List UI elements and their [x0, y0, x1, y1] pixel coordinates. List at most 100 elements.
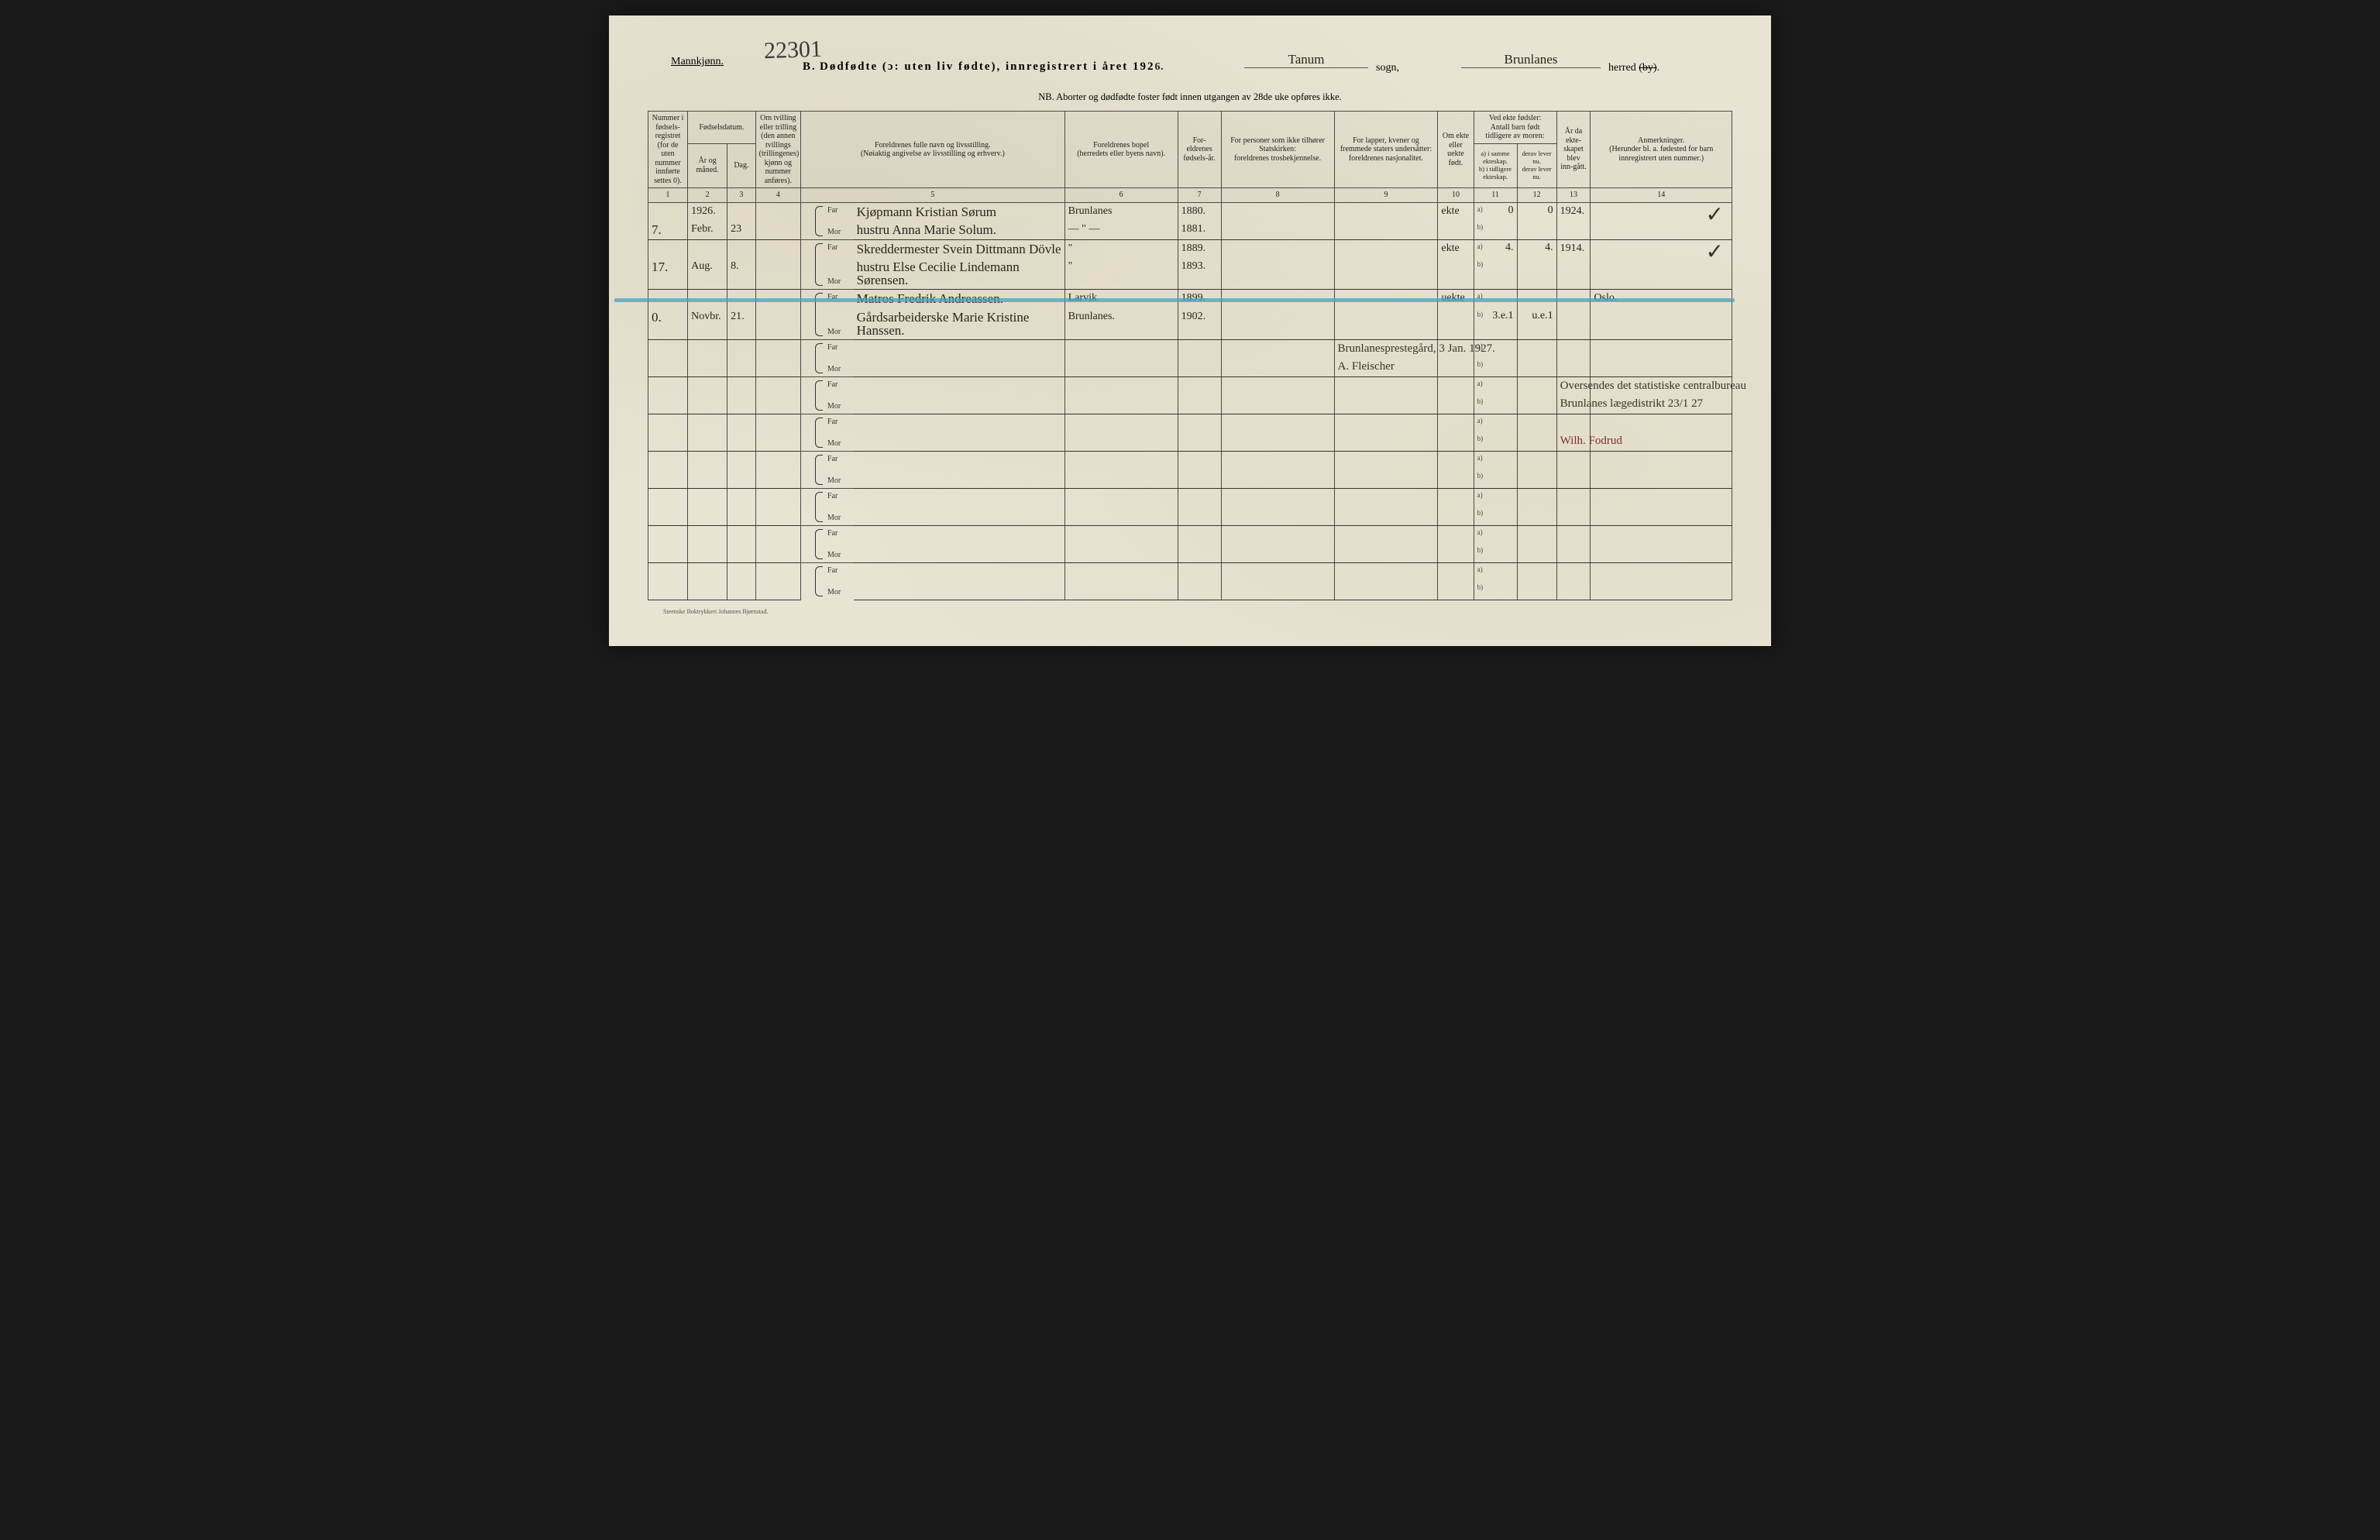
colnum-8: 8 — [1221, 188, 1334, 203]
register-page: Mannkjønn. 22301 B. Dødfødte (ɔ: uten li… — [609, 15, 1771, 646]
father-birthyear: 1880. — [1181, 205, 1206, 217]
marriage-year: 1914. — [1560, 242, 1585, 254]
strike-line — [614, 298, 1735, 302]
far-label: Far — [827, 206, 837, 215]
entry-row-far: Far Mora) — [648, 525, 1732, 544]
entry-row-far: Far Mora) — [648, 488, 1732, 507]
day: 23 — [731, 223, 741, 235]
colnum-11: 11 — [1474, 188, 1517, 203]
col-5-header: Foreldrenes fulle navn og livsstilling. … — [801, 112, 1065, 188]
herred-suffix: . — [1657, 62, 1660, 74]
residence-far: " — [1068, 242, 1073, 254]
col-6-header: Foreldrenes bopel (herredets eller byens… — [1064, 112, 1178, 188]
residence-mor: " — [1068, 260, 1073, 272]
mor-label: Mor — [827, 514, 841, 522]
entry-row-far: Far Mora) — [648, 414, 1732, 432]
register-table: Nummer i fødsels-registret (for de uten … — [648, 111, 1732, 600]
mother-birthyear: 1893. — [1181, 260, 1206, 272]
colnum-2: 2 — [688, 188, 727, 203]
marriage-year: 1924. — [1560, 205, 1585, 217]
c12b: u.e.1 — [1532, 310, 1553, 322]
page-header: Mannkjønn. 22301 B. Dødfødte (ɔ: uten li… — [648, 39, 1732, 85]
entry-row-far: Far Mora)Oversendes det statistiske cent… — [648, 376, 1732, 395]
col-11-header: a) i samme ekteskap. b) i tidligere ekte… — [1474, 143, 1517, 188]
entry-row-far: Far Mora) — [648, 451, 1732, 469]
colnum-3: 3 — [727, 188, 755, 203]
c12a: 0 — [1548, 205, 1553, 217]
colnum-10: 10 — [1438, 188, 1474, 203]
year: 1926. — [691, 205, 716, 217]
colnum-14: 14 — [1591, 188, 1732, 203]
mor-label: Mor — [827, 402, 841, 411]
entry-number: 0. — [652, 310, 662, 325]
mother-birthyear: 1902. — [1181, 311, 1206, 322]
far-label: Far — [827, 529, 837, 538]
residence-far: Brunlanes — [1068, 205, 1113, 217]
title-main: Dødfødte (ɔ: uten liv fødte), innregistr… — [820, 60, 1155, 73]
day: 21. — [731, 311, 745, 322]
colnum-5: 5 — [801, 188, 1065, 203]
col-9-header: For lapper, kvener og fremmede staters u… — [1334, 112, 1438, 188]
col-14-header: Anmerkninger. (Herunder bl. a. fødested … — [1591, 112, 1732, 188]
col-10-header: Om ekte eller uekte født. — [1438, 112, 1474, 188]
father-name: Kjøpmann Kristian Sørum — [857, 205, 996, 219]
far-label: Far — [827, 418, 837, 426]
legitimacy: ekte — [1441, 205, 1459, 217]
mor-label: Mor — [827, 551, 841, 559]
table-header: Nummer i fødsels-registret (for de uten … — [648, 112, 1732, 203]
entry-row-far: Far MorSkreddermester Svein Dittmann Döv… — [648, 239, 1732, 258]
far-label: Far — [827, 243, 837, 252]
c11a: 0 — [1508, 205, 1514, 217]
far-label: Far — [827, 455, 837, 463]
mother-name: Gårdsarbeiderske Marie Kristine Hanssen. — [857, 310, 1030, 338]
brace-icon — [815, 418, 823, 448]
brace-icon — [815, 343, 823, 373]
mor-label: Mor — [827, 588, 841, 596]
legitimacy: ekte — [1441, 242, 1459, 254]
far-label: Far — [827, 380, 837, 389]
month: Novbr. — [691, 311, 721, 322]
sogn-label: sogn, — [1376, 62, 1399, 74]
section-letter: B. — [803, 60, 817, 73]
far-label: Far — [827, 492, 837, 500]
c11b: 3.e.1 — [1492, 310, 1513, 322]
herred-value: Brunlanes — [1461, 53, 1601, 68]
mor-label: Mor — [827, 439, 841, 448]
far-label: Far — [827, 566, 837, 575]
herred-struck: (by) — [1639, 62, 1656, 74]
month: Febr. — [691, 223, 713, 235]
sogn-value: Tanum — [1244, 53, 1368, 68]
colnum-6: 6 — [1064, 188, 1178, 203]
residence-mor: Brunlanes. — [1068, 311, 1115, 322]
form-title: B. Dødfødte (ɔ: uten liv fødte), innregi… — [803, 60, 1164, 74]
col-3-header: Dag. — [727, 143, 755, 188]
entry-row-far: Far Mora) — [648, 562, 1732, 581]
table-body: 1926. Far Mor Kjøpmann Kristian Sørum Brun… — [648, 202, 1732, 600]
colnum-12: 12 — [1517, 188, 1556, 203]
col-11-12-top: Ved ekte fødsler: Antall barn født tidli… — [1474, 112, 1556, 144]
colnum-9: 9 — [1334, 188, 1438, 203]
col-8-header: For personer som ikke tilhører Statskirk… — [1221, 112, 1334, 188]
residence-mor: — " — — [1068, 223, 1100, 235]
entry-row-far: Far MorMatros Fredrik Andreassen.Larvik1… — [648, 290, 1732, 308]
c11a: 4. — [1505, 242, 1514, 254]
c12a: 4. — [1545, 242, 1553, 254]
col-2-header: År og måned. — [688, 143, 727, 188]
month: Aug. — [691, 260, 713, 272]
colnum-4: 4 — [755, 188, 800, 203]
brace-icon — [815, 455, 823, 485]
brace-icon — [815, 243, 823, 287]
day: 8. — [731, 260, 739, 272]
brace-icon — [815, 492, 823, 522]
mor-label: Mor — [827, 328, 841, 336]
gender-label: Mannkjønn. — [671, 56, 724, 68]
mor-label: Mor — [827, 476, 841, 485]
herred-label: herred (by). — [1608, 62, 1659, 74]
entry-number: 7. — [652, 222, 662, 237]
col-13-header: År da ekte-skapet blev inn-gått. — [1556, 112, 1591, 188]
mother-name: hustru Else Cecilie Lindemann Sørensen. — [857, 260, 1020, 287]
signature-line-2: A. Fleischer — [1338, 360, 1395, 373]
far-label: Far — [827, 343, 837, 352]
mor-label: Mor — [827, 277, 841, 286]
herred-prefix: herred — [1608, 62, 1639, 74]
